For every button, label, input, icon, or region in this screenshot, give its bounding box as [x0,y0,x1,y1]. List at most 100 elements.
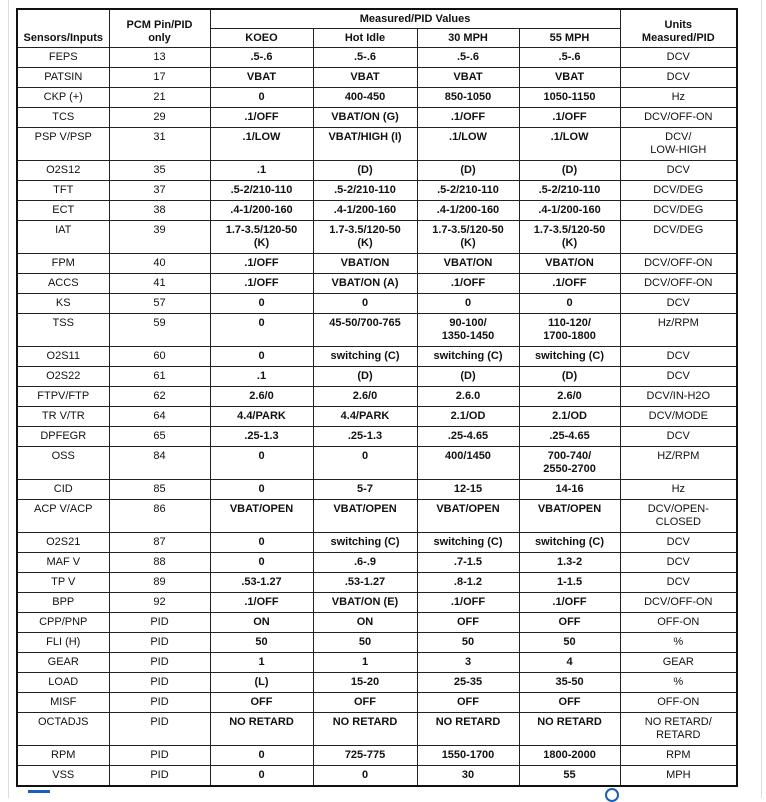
cell-sensor: O2S22 [16,366,110,387]
cell-units: DCV/DEG [619,180,738,201]
cell-30mph: 1.7-3.5/120-50 (K) [416,220,520,254]
header-sensors: Sensors/Inputs [16,8,110,48]
table-row: CKP (+) 21 0 400-450 850-1050 1050-1150 Hz [16,87,738,108]
cell-koeo: 1.7-3.5/120-50 (K) [209,220,314,254]
cell-sensor: TSS [16,313,110,347]
cell-sensor: CPP/PNP [16,612,110,633]
header-pcm-pin: PCM Pin/PID only [108,8,211,48]
cell-sensor: CID [16,479,110,500]
cell-koeo: 0 [209,87,314,108]
cell-hot-idle: VBAT/ON (A) [312,273,418,294]
cell-30mph: VBAT/ON [416,253,520,274]
scroll-up-icon[interactable] [605,788,619,802]
cell-30mph: switching (C) [416,532,520,553]
cell-units: Hz/RPM [619,313,738,347]
cell-koeo: 0 [209,446,314,480]
cell-30mph: 30 [416,765,520,787]
table-row: TFT 37.5-2/210-110.5-2/210-110.5-2/210-11… [16,180,738,201]
cell-sensor: DPFEGR [16,426,110,447]
cell-55mph: 2.1/OD [518,406,621,427]
cell-pin: PID [108,672,211,693]
cell-pin: 89 [108,572,211,593]
cell-pin: 64 [108,406,211,427]
cell-55mph: switching (C) [518,346,621,367]
cell-55mph: 1.3-2 [518,552,621,573]
cell-koeo: .1 [209,160,314,181]
cell-30mph: .5-.6 [416,47,520,68]
cell-pin: PID [108,632,211,653]
cell-pin: 62 [108,386,211,407]
cell-units: % [619,672,738,693]
cell-hot-idle: switching (C) [312,532,418,553]
table-row: VSS PID 0 0 30 55 MPH [16,765,738,787]
cell-55mph: 700-740/ 2550-2700 [518,446,621,480]
header-units: Units Measured/PID [619,8,738,48]
cell-pin: 59 [108,313,211,347]
cell-55mph: .1/OFF [518,107,621,128]
cell-sensor: BPP [16,592,110,613]
cell-pin: 41 [108,273,211,294]
cell-30mph: 0 [416,293,520,314]
cell-pin: 87 [108,532,211,553]
cell-units: DCV/ LOW-HIGH [619,127,738,161]
cell-30mph: 25-35 [416,672,520,693]
cell-pin: 61 [108,366,211,387]
cell-koeo: .5-2/210-110 [209,180,314,201]
cell-units: Hz [619,479,738,500]
cell-sensor: FLI (H) [16,632,110,653]
cell-sensor: IAT [16,220,110,254]
table-row: FPM 40.1/OFF VBAT/ON VBAT/ON VBAT/ON DCV/OFF-… [16,253,738,274]
cell-hot-idle: 0 [312,446,418,480]
table-row: MAF V 88 0.6-.9.7-1.5 1.3-2 DCV [16,552,738,573]
cell-units: DCV [619,552,738,573]
table-body: FEPS 13.5-.6.5-.6.5-.6.5-.6 DCV PATSIN 17 VBA… [16,47,738,787]
cell-units: DCV/OFF-ON [619,592,738,613]
cell-koeo: .1/LOW [209,127,314,161]
cell-pin: 17 [108,67,211,88]
cell-sensor: TR V/TR [16,406,110,427]
cell-30mph: NO RETARD [416,712,520,746]
cell-55mph: (D) [518,160,621,181]
cell-30mph: .1/OFF [416,273,520,294]
cell-sensor: O2S11 [16,346,110,367]
cell-units: DCV [619,366,738,387]
cell-sensor: O2S21 [16,532,110,553]
cell-units: DCV/DEG [619,220,738,254]
cell-units: DCV [619,426,738,447]
cell-koeo: .4-1/200-160 [209,200,314,221]
cell-koeo: .5-.6 [209,47,314,68]
cell-units: OFF-ON [619,692,738,713]
cell-hot-idle: 0 [312,765,418,787]
cell-30mph: 2.6.0 [416,386,520,407]
cell-sensor: LOAD [16,672,110,693]
header-measured-values: Measured/PID Values [209,8,621,29]
cell-hot-idle: (D) [312,160,418,181]
table-row: DPFEGR 65.25-1.3.25-1.3.25-4.65.25-4.65 DC… [16,426,738,447]
table-row: OCTADJS PID NO RETARD NO RETARD NO RETARD NO … [16,712,738,746]
cell-hot-idle: .5-.6 [312,47,418,68]
cell-units: DCV/OFF-ON [619,107,738,128]
cell-hot-idle: .6-.9 [312,552,418,573]
table-row: GEAR PID 1 1 3 4 GEAR [16,652,738,673]
cell-units: DCV [619,293,738,314]
cell-koeo: .1/OFF [209,273,314,294]
cell-30mph: .4-1/200-160 [416,200,520,221]
cell-55mph: 1-1.5 [518,572,621,593]
cell-pin: 92 [108,592,211,613]
cell-sensor: OSS [16,446,110,480]
cell-pin: 21 [108,87,211,108]
cell-hot-idle: VBAT/OPEN [312,499,418,533]
cell-koeo: .53-1.27 [209,572,314,593]
cell-hot-idle: 0 [312,293,418,314]
cell-pin: 65 [108,426,211,447]
cell-30mph: 90-100/ 1350-1450 [416,313,520,347]
cell-hot-idle: OFF [312,692,418,713]
cell-units: DCV/OFF-ON [619,253,738,274]
cell-koeo: VBAT/OPEN [209,499,314,533]
cell-30mph: .1/LOW [416,127,520,161]
cell-koeo: 0 [209,552,314,573]
cell-hot-idle: switching (C) [312,346,418,367]
cell-55mph: NO RETARD [518,712,621,746]
cell-55mph: 14-16 [518,479,621,500]
cell-55mph: OFF [518,692,621,713]
